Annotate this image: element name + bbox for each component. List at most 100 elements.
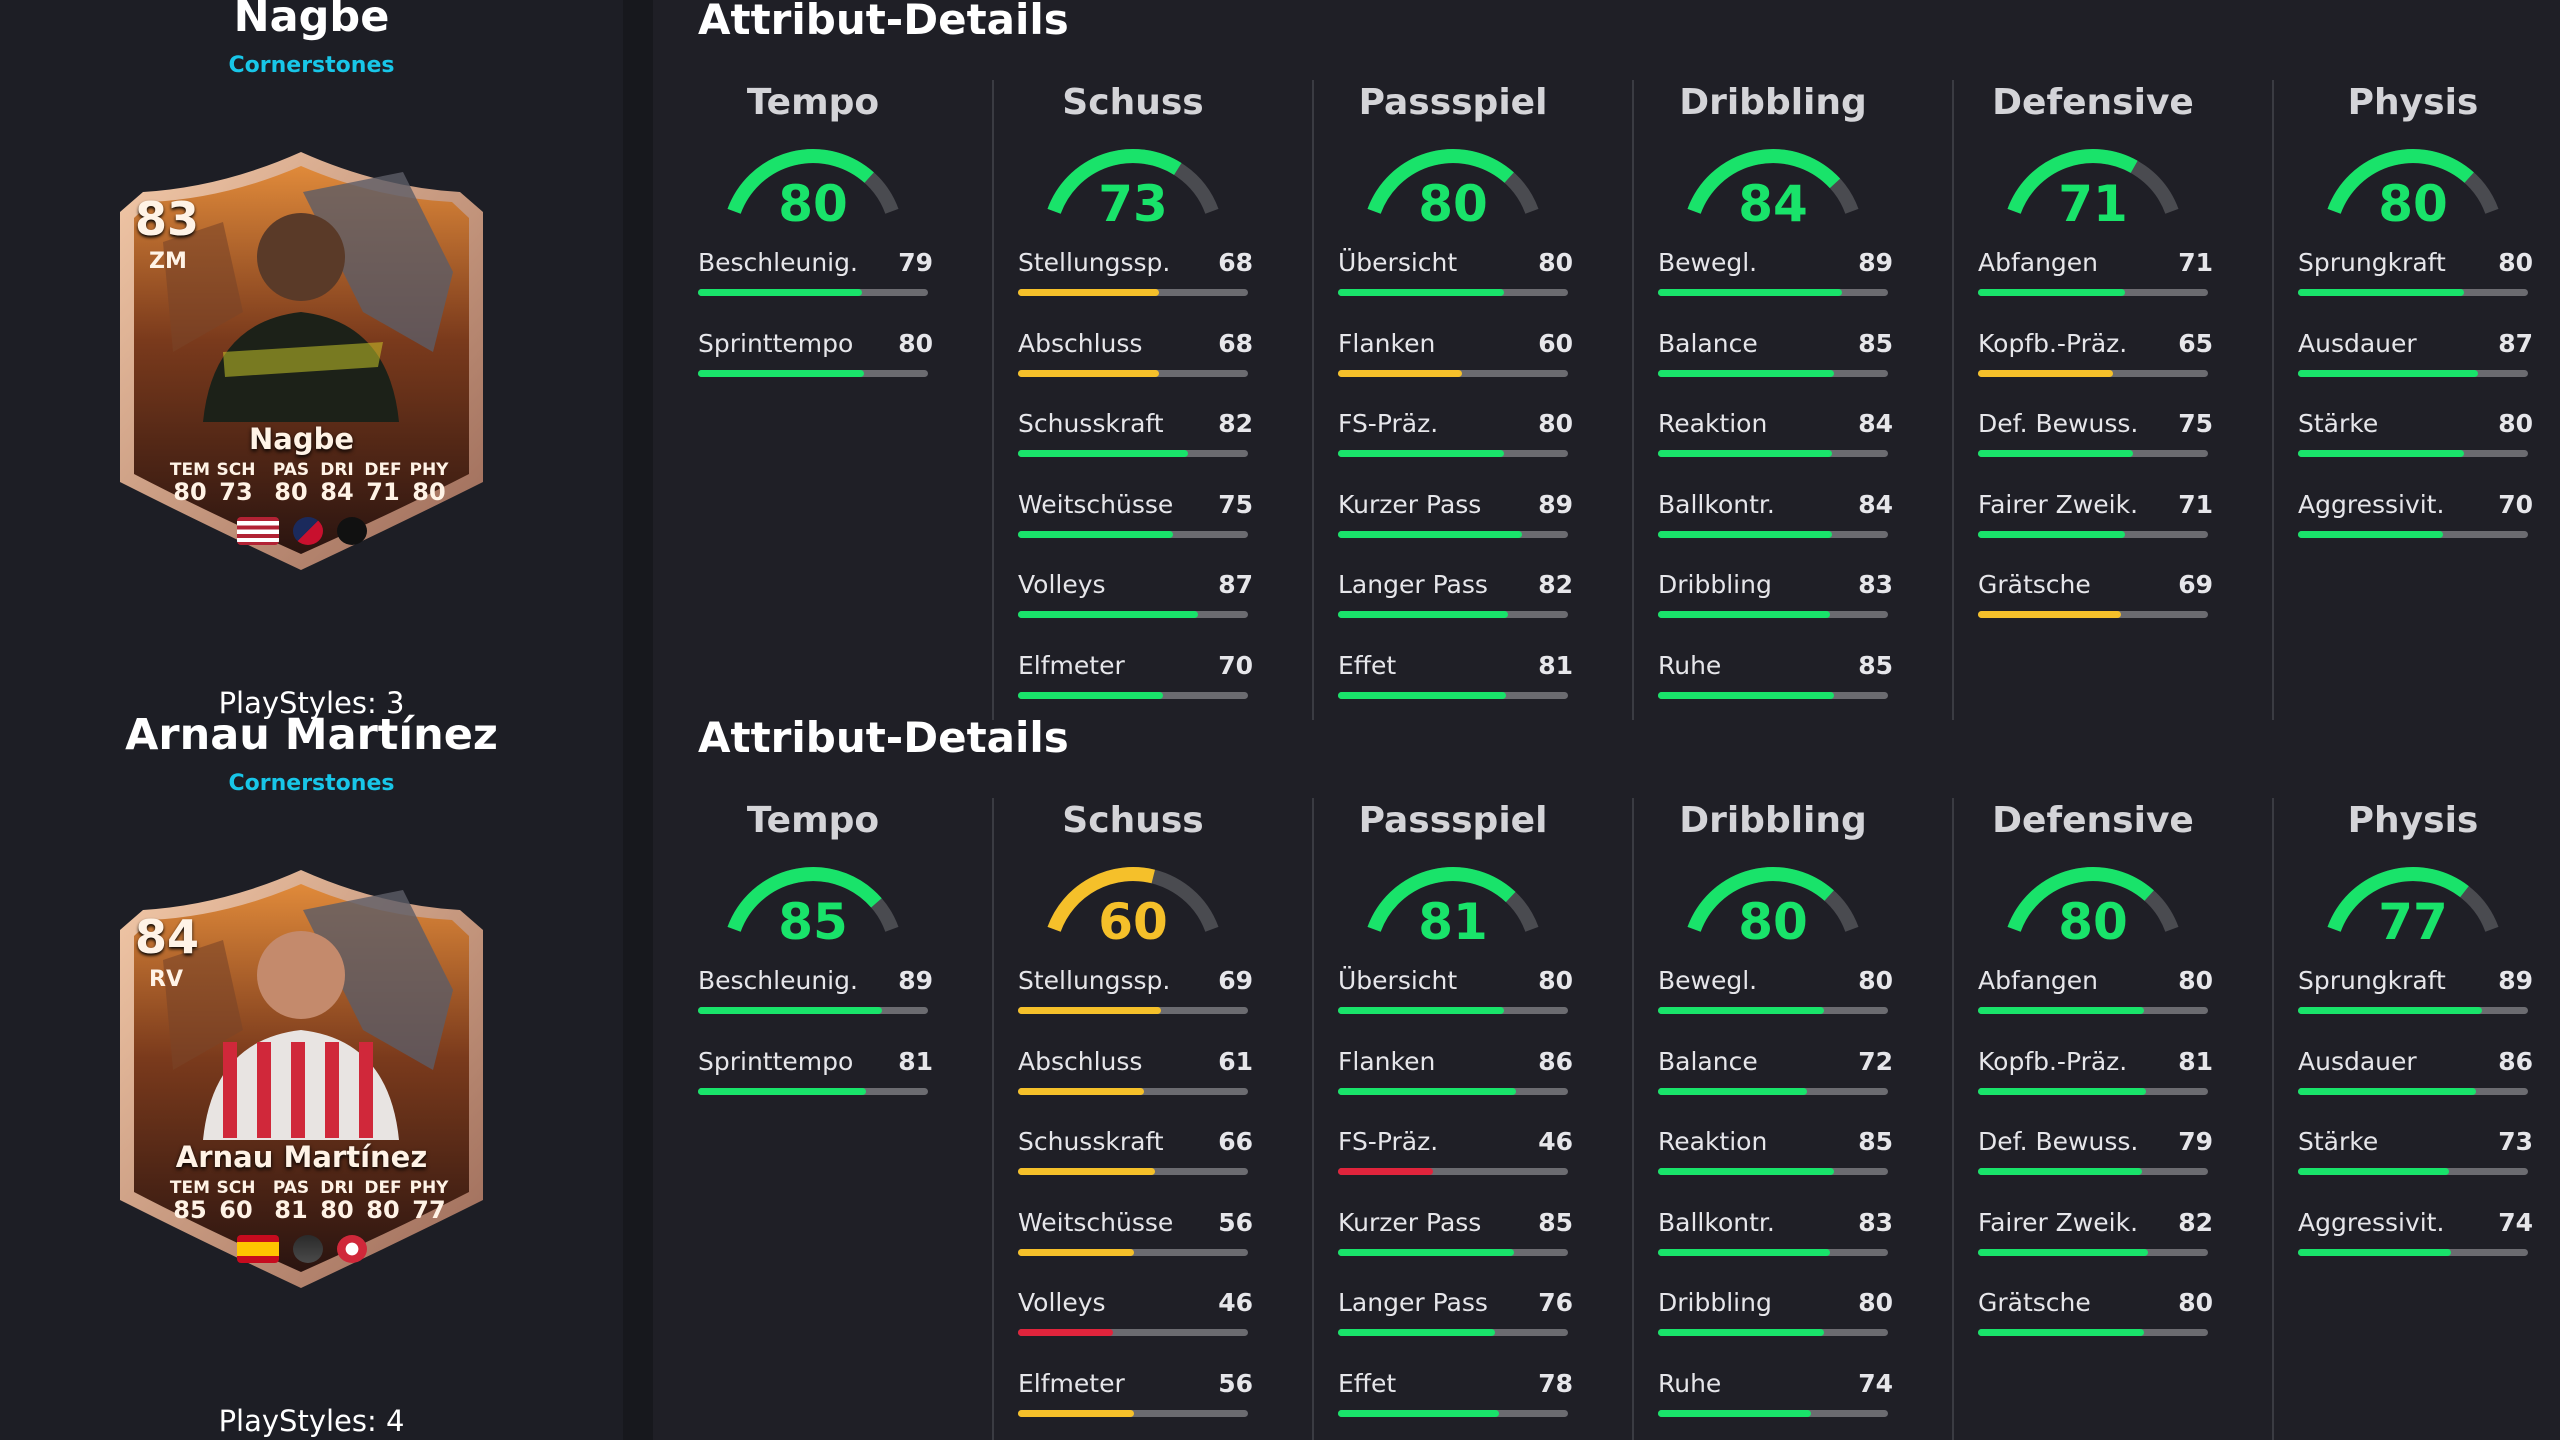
stat-row: Sprinttempo 81	[698, 1047, 933, 1107]
stat-bar-fill	[1338, 691, 1506, 699]
stat-bar-fill	[1658, 611, 1830, 618]
stat-value: 85	[1538, 1207, 1573, 1237]
sidebar-divider	[623, 0, 653, 1440]
stat-value: 83	[1858, 1207, 1893, 1237]
player-card[interactable]: 83 ZM Nagbe TEM 80 SCH 73 PAS 80 DRI 84 DEF 71 PHY 80	[103, 152, 500, 570]
stat-label: Sprungkraft	[2298, 966, 2446, 995]
section-title: Attribut-Details	[698, 713, 1069, 762]
stat-bar-track	[1018, 1168, 1248, 1175]
stat-bar-track	[1338, 450, 1568, 457]
stat-row: Ausdauer 86	[2298, 1047, 2533, 1107]
stat-row: Aggressivit. 74	[2298, 1208, 2533, 1268]
stat-row: Beschleunig. 79	[698, 248, 933, 308]
stat-label: Def. Bewuss.	[1978, 409, 2139, 438]
stat-label: Reaktion	[1658, 1127, 1768, 1156]
stat-label: Stärke	[2298, 1127, 2379, 1156]
stat-row: Volleys 87	[1018, 570, 1253, 630]
card-player-name: Arnau Martínez	[175, 1140, 428, 1174]
stat-bar-fill	[698, 289, 862, 296]
stat-label: Stärke	[2298, 409, 2379, 438]
stat-bar-fill	[1018, 611, 1199, 618]
stat-label: Balance	[1658, 328, 1758, 358]
stat-bar-track	[1338, 1168, 1568, 1175]
stat-label: Stellungssp.	[1018, 966, 1171, 995]
stat-row: Dribbling 80	[1658, 1288, 1893, 1348]
stat-row: FS-Präz. 80	[1338, 409, 1573, 469]
attribute-panel: Attribut-Details Tempo 80 Beschleunig. 79 Spr…	[653, 0, 2560, 1440]
stat-bar-fill	[698, 369, 864, 377]
stat-bar-fill	[2298, 369, 2479, 377]
card-frame	[120, 870, 483, 1288]
stat-row: Kopfb.-Präz. 65	[1978, 329, 2213, 389]
stat-bar-track	[1018, 1329, 1248, 1336]
stat-bar-fill	[1018, 1248, 1134, 1256]
stat-value: 80	[2498, 248, 2533, 277]
stat-label: Kopfb.-Präz.	[1978, 1046, 2128, 1076]
stat-row: Schusskraft 66	[1018, 1127, 1253, 1187]
card-stat: DEF 71	[358, 460, 408, 504]
stat-label: Def. Bewuss.	[1978, 1127, 2139, 1156]
stat-value: 46	[1538, 1127, 1573, 1156]
category-name: Schuss	[1062, 82, 1204, 123]
stat-bar-track	[698, 1007, 928, 1014]
stat-row: Langer Pass 82	[1338, 570, 1573, 630]
player-card[interactable]: 84 RV Arnau Martínez TEM 85 SCH 60 PAS 81 DRI 80 DE…	[103, 870, 500, 1288]
stat-bar-track	[1018, 1409, 1248, 1417]
stat-bar-track	[1338, 530, 1568, 538]
player-sidebar: Nagbe Cornerstones 83 ZM Nagbe TEM 80 SCH 73 PAS 8…	[0, 0, 623, 1440]
stat-bar-track	[1338, 1007, 1568, 1014]
card-stat-label: DEF	[364, 1178, 402, 1198]
stat-bar-track	[1018, 450, 1248, 457]
stat-label: Ausdauer	[2298, 328, 2417, 358]
stat-value: 70	[2498, 489, 2533, 519]
category-value: 73	[1098, 175, 1168, 233]
stat-value: 80	[1858, 966, 1893, 995]
stat-label: Ballkontr.	[1658, 1207, 1775, 1237]
card-stat-value: 80	[366, 1196, 400, 1224]
stat-row: Ausdauer 87	[2298, 329, 2533, 389]
stat-row: Effet 81	[1338, 651, 1573, 711]
stat-bar-fill	[1338, 369, 1463, 377]
stat-row: Flanken 86	[1338, 1047, 1573, 1107]
stat-row: Fairer Zweik. 82	[1978, 1208, 2213, 1268]
stat-bar-fill	[1658, 1248, 1830, 1256]
stat-label: Übersicht	[1338, 248, 1458, 277]
stat-bar-track	[1658, 1007, 1888, 1014]
card-stat: PAS 81	[266, 1178, 316, 1222]
gauge-fill	[1047, 867, 1155, 932]
player-team: Cornerstones	[228, 771, 395, 796]
stat-row: FS-Präz. 46	[1338, 1127, 1573, 1187]
stat-bar-fill	[2298, 1168, 2450, 1175]
stat-value: 89	[1538, 489, 1573, 519]
stat-row: Abfangen 80	[1978, 966, 2213, 1026]
stat-bar-track	[1018, 1007, 1248, 1014]
stat-value: 80	[898, 328, 933, 358]
stat-bar-fill	[1658, 1329, 1824, 1336]
stat-value: 82	[1218, 409, 1253, 438]
card-stat-label: DRI	[320, 460, 354, 480]
stat-bar-fill	[1018, 1329, 1114, 1336]
stat-label: FS-Präz.	[1338, 1127, 1439, 1156]
stat-bar-fill	[2298, 530, 2443, 538]
card-stat: PHY 80	[404, 460, 454, 504]
column-divider	[992, 798, 994, 1440]
category-name: Dribbling	[1679, 800, 1867, 841]
stat-row: Balance 85	[1658, 329, 1893, 389]
stat-label: Kopfb.-Präz.	[1978, 328, 2128, 358]
card-stat-value: 85	[173, 1196, 207, 1224]
columbus-crest-icon	[336, 517, 367, 545]
card-stat-value: 77	[412, 1196, 446, 1224]
stat-label: Abschluss	[1018, 328, 1143, 358]
stat-bar-track	[1978, 1168, 2208, 1175]
stat-value: 81	[2178, 1046, 2213, 1076]
stat-value: 80	[1538, 966, 1573, 995]
stat-label: Flanken	[1338, 328, 1436, 358]
section-title: Attribut-Details	[698, 0, 1069, 44]
stat-row: Grätsche 80	[1978, 1288, 2213, 1348]
category-gauge	[1687, 149, 1859, 214]
stat-value: 69	[2178, 570, 2213, 599]
card-stat-label: PHY	[409, 460, 449, 480]
stat-row: Flanken 60	[1338, 329, 1573, 389]
column-divider	[2272, 80, 2274, 720]
column-divider	[2272, 798, 2274, 1440]
